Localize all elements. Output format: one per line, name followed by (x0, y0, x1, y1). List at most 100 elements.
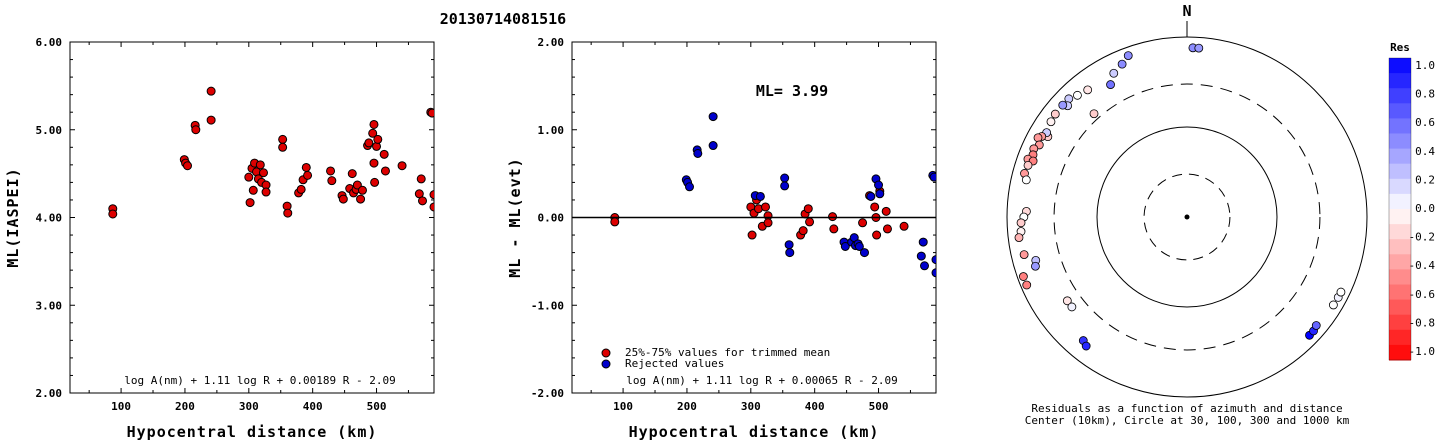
station-residual-point (1050, 109, 1060, 119)
colorbar-segment (1389, 314, 1411, 331)
trimmed-mean-point (882, 224, 892, 234)
y-tick-label: 5.00 (36, 124, 63, 137)
trimmed-mean-point (872, 230, 882, 240)
x-tick-label: 400 (303, 400, 323, 413)
x-tick-label: 300 (239, 400, 259, 413)
data-point (258, 168, 268, 178)
rejected-point (931, 255, 936, 265)
data-point (108, 209, 118, 219)
station-residual-point (1023, 160, 1033, 170)
trimmed-mean-point (858, 218, 868, 228)
range-circle-300km (1053, 83, 1321, 351)
station-residual-point (1311, 321, 1321, 330)
colorbar-frame (1388, 57, 1412, 361)
station-residual-point (1067, 302, 1077, 312)
data-point (357, 185, 367, 195)
data-point (278, 134, 288, 144)
ml-vs-distance-chart: 2.00 3.00 4.00 5.00 6.00 100 200 300 400 500 Hypoc… (4, 36, 435, 441)
colorbar-segment (1389, 344, 1411, 361)
trimmed-mean-point (747, 230, 757, 240)
range-circle-30km (1143, 173, 1231, 261)
x-tick-label: 200 (175, 400, 195, 413)
station-residual-point (1016, 218, 1026, 228)
trimmed-mean-point (803, 204, 813, 214)
colorbar-tick-label: 0.4 (1415, 145, 1435, 158)
data-point (416, 174, 426, 184)
station-residual-point (1123, 51, 1133, 60)
y-tick-label: 3.00 (36, 299, 63, 312)
station-residual-point (1081, 341, 1091, 351)
colorbar-tick-label: -0.6 (1409, 288, 1436, 301)
residual-colorbar: Res 1.0 0.8 0.6 0.4 0.2 0.0 -0.2 -0.4 -0.6 -0.8 -1.… (1388, 41, 1436, 361)
x-tick-label: 500 (367, 400, 387, 413)
station-residual-point (1014, 233, 1024, 243)
colorbar-segment (1389, 178, 1411, 195)
rejected-point (874, 180, 884, 190)
data-point (327, 176, 337, 186)
data-point (338, 194, 348, 204)
data-point (278, 142, 288, 152)
colorbar-title: Res (1390, 41, 1410, 54)
azimuth-residual-polar-chart: N Residuals as a function of azimuth and … (1006, 2, 1436, 427)
rejected-point (931, 268, 936, 278)
north-label: N (1182, 2, 1191, 20)
rejected-point (840, 241, 850, 251)
colorbar-tick-label: -0.4 (1409, 259, 1436, 272)
legend-marker (601, 359, 611, 369)
data-point (261, 187, 271, 197)
station-residual-point (1117, 59, 1127, 69)
rejected-point (854, 241, 864, 251)
data-point (347, 169, 357, 179)
data-point (206, 86, 216, 96)
y-tick-label: -1.00 (531, 299, 564, 312)
station-residual-point (1106, 80, 1115, 89)
rejected-point (685, 182, 695, 192)
data-point (206, 115, 216, 125)
y-tick-label: 1.00 (538, 124, 565, 137)
data-point (369, 158, 379, 168)
station-residual-point (1033, 133, 1043, 143)
data-point (248, 185, 258, 195)
station-residual-point (1021, 175, 1031, 185)
data-point (283, 208, 293, 218)
data-point (191, 125, 201, 135)
station-residual-point (1046, 117, 1056, 127)
trimmed-mean-point (763, 218, 773, 228)
trimmed-mean-point (805, 217, 815, 227)
rejected-point (755, 191, 765, 201)
colorbar-segment (1389, 254, 1411, 270)
rejected-point (866, 191, 876, 201)
residual-vs-distance-chart: -2.00 -1.00 0.00 1.00 2.00 100 200 300 400 500 Hyp… (506, 36, 937, 441)
data-point (379, 149, 389, 159)
data-point (303, 170, 313, 180)
trimmed-mean-point (610, 217, 620, 227)
data-point (429, 202, 434, 212)
y-tick-label: 2.00 (36, 387, 63, 400)
data-point (352, 180, 362, 190)
colorbar-segment (1389, 193, 1411, 210)
colorbar-segment (1389, 284, 1411, 301)
x-tick-label: 500 (869, 400, 889, 413)
rejected-point (693, 148, 703, 158)
data-point (369, 119, 379, 129)
station-residual-point (1336, 287, 1346, 297)
data-point (429, 190, 434, 200)
magnitude-formula: log A(nm) + 1.11 log R + 0.00065 R - 2.0… (626, 374, 898, 387)
polar-caption-line2: Center (10km), Circle at 30, 100, 300 an… (1025, 414, 1350, 427)
y-axis-label: ML - ML(evt) (506, 157, 524, 277)
trimmed-mean-point (828, 212, 838, 222)
legend: 25%-75% values for trimmed meanRejected … (601, 346, 830, 370)
colorbar-segment (1389, 239, 1411, 255)
rejected-point (920, 261, 930, 271)
y-tick-label: 0.00 (538, 212, 565, 225)
trimmed-mean-point (829, 224, 839, 234)
y-axis-label: ML(IASPEI) (4, 167, 22, 267)
trimmed-mean-point (870, 202, 880, 212)
rejected-point (780, 181, 790, 191)
data-point (296, 184, 306, 194)
colorbar-tick-label: 0.2 (1415, 173, 1435, 186)
data-point (356, 194, 366, 204)
trimmed-mean-point (899, 221, 909, 231)
colorbar-tick-label: 0.8 (1415, 88, 1435, 101)
x-tick-label: 300 (741, 400, 761, 413)
